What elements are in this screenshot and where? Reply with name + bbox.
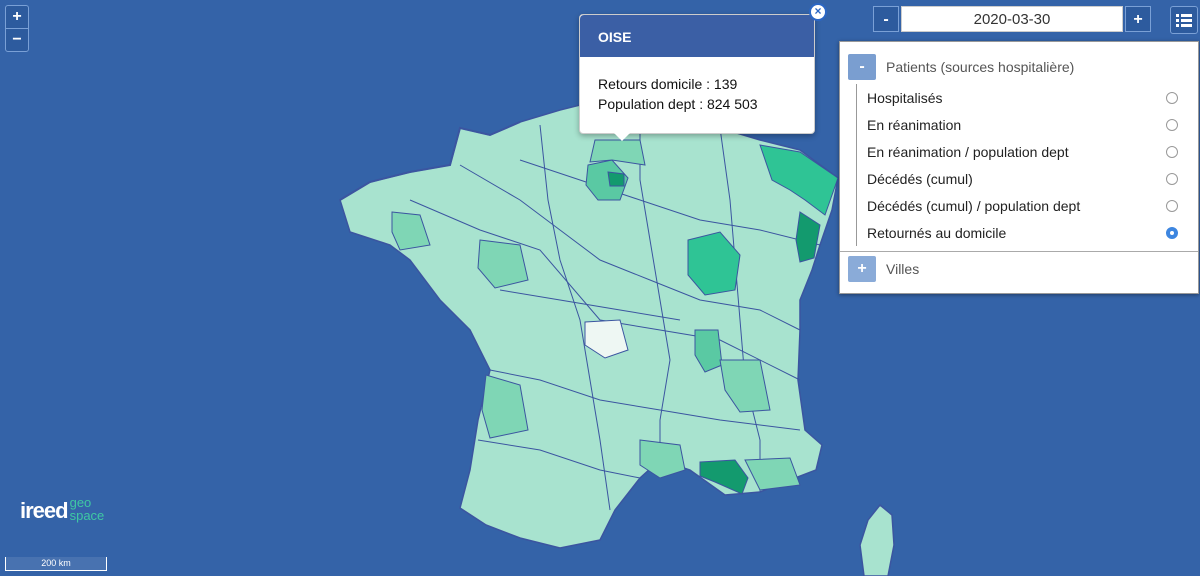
layer-item-label: Décédés (cumul): [867, 170, 973, 187]
date-next-button[interactable]: +: [1125, 6, 1151, 32]
logo-sub-text: geo space: [70, 496, 105, 522]
layer-item-label: Décédés (cumul) / population dept: [867, 197, 1081, 214]
popup-population-line: Population dept : 824 503: [598, 96, 758, 112]
popup-close-icon[interactable]: ×: [809, 3, 827, 21]
group-expand-button[interactable]: +: [848, 256, 876, 282]
layer-item[interactable]: Décédés (cumul) / population dept: [857, 192, 1198, 219]
layer-list-button[interactable]: [1170, 6, 1198, 34]
date-prev-button[interactable]: -: [873, 6, 899, 32]
group-collapse-button[interactable]: -: [848, 54, 876, 80]
layer-item-label: En réanimation / population dept: [867, 143, 1069, 160]
layer-radio[interactable]: [1166, 91, 1178, 104]
zoom-in-button[interactable]: +: [12, 8, 22, 25]
popup-tip: [612, 131, 632, 141]
department-borders: [409, 112, 821, 511]
dept-max-bouches[interactable]: [699, 459, 749, 495]
dept-max-paris[interactable]: [607, 171, 625, 187]
dept-mid-rhone[interactable]: [694, 329, 723, 373]
layer-item-label: Retournés au domicile: [867, 224, 1007, 241]
layer-item[interactable]: En réanimation: [857, 111, 1198, 138]
dept-min-cher[interactable]: [584, 319, 629, 359]
layer-radio[interactable]: [1166, 172, 1178, 185]
scale-bar: 200 km: [5, 557, 107, 571]
list-icon: [1176, 14, 1192, 27]
popup-returns-line: Retours domicile : 139: [598, 76, 738, 92]
dept-mid-herault[interactable]: [639, 439, 686, 479]
group-patients: - Patients (sources hospitalière): [840, 50, 1198, 84]
layer-radio[interactable]: [1166, 145, 1178, 158]
layer-radio-selected[interactable]: [1166, 226, 1178, 239]
ireed-logo: ireed geo space: [20, 496, 104, 524]
layer-item-label: En réanimation: [867, 116, 962, 133]
popup-title: OISE: [580, 15, 814, 57]
group-label: Villes: [886, 261, 920, 277]
group-label: Patients (sources hospitalière): [886, 59, 1075, 75]
zoom-out-button[interactable]: −: [6, 28, 28, 51]
layer-item[interactable]: Décédés (cumul): [857, 165, 1198, 192]
layer-item[interactable]: En réanimation / population dept: [857, 138, 1198, 165]
layer-items: Hospitalisés En réanimation En réanimati…: [856, 84, 1198, 246]
date-input[interactable]: [901, 6, 1123, 32]
layers-panel: - Patients (sources hospitalière) Hospit…: [839, 41, 1199, 294]
dept-oise[interactable]: [589, 139, 646, 166]
dept-max-haut-rhin[interactable]: [795, 211, 821, 263]
dept-mid-finistere[interactable]: [391, 211, 431, 251]
layer-item-label: Hospitalisés: [867, 89, 943, 106]
logo-sub-space: space: [69, 508, 105, 523]
layer-item[interactable]: Hospitalisés: [857, 84, 1198, 111]
zoom-control: + −: [5, 5, 29, 52]
panel-divider: [840, 251, 1198, 252]
layer-item[interactable]: Retournés au domicile: [857, 219, 1198, 246]
dept-mid-var[interactable]: [744, 457, 801, 491]
layer-radio[interactable]: [1166, 199, 1178, 212]
corsica[interactable]: [859, 503, 895, 576]
date-control: - +: [873, 6, 1151, 32]
dept-high-northeast[interactable]: [759, 144, 839, 216]
dept-mid-gironde[interactable]: [481, 374, 529, 439]
department-popup: OISE Retours domicile : 139 Population d…: [579, 14, 815, 134]
logo-sub-geo: geo: [69, 495, 92, 510]
logo-main-text: ireed: [20, 498, 69, 523]
dept-mid-alpes[interactable]: [719, 359, 771, 413]
dept-mid-loire-atl[interactable]: [477, 239, 529, 289]
layer-radio[interactable]: [1166, 118, 1178, 131]
group-villes: + Villes: [840, 252, 1198, 286]
dept-high-cote-dor[interactable]: [687, 231, 741, 296]
coastal-outline: [339, 121, 521, 201]
